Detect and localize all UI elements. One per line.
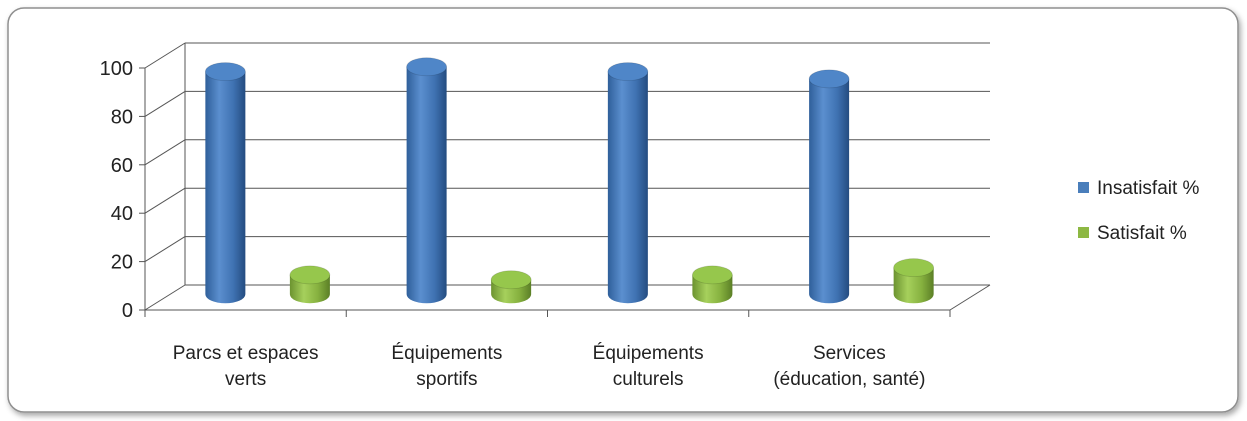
gridline-side — [144, 187, 186, 214]
bar — [691, 265, 733, 304]
legend-label: Insatisfait % — [1097, 178, 1200, 199]
y-tick-label: 100 — [100, 58, 133, 80]
bar-body — [406, 66, 447, 304]
gridline-side — [144, 90, 186, 117]
legend-label: Satisfait % — [1097, 223, 1187, 244]
bar-top — [893, 258, 935, 278]
bar — [607, 62, 649, 304]
gridline-side — [144, 284, 186, 311]
y-tick-label: 60 — [111, 155, 133, 177]
bar-top — [607, 62, 649, 82]
bar — [893, 258, 935, 304]
bar-top — [406, 57, 448, 77]
bar-body — [205, 71, 246, 304]
gridline-side — [144, 139, 186, 166]
plot-bars — [204, 57, 935, 304]
y-tick-label: 0 — [122, 300, 133, 322]
bar-top — [289, 265, 331, 285]
y-tick-label: 20 — [111, 252, 133, 274]
bar-body — [809, 78, 850, 304]
bar-top — [490, 270, 532, 290]
legend: Insatisfait % Satisfait % — [1078, 178, 1200, 244]
y-tick-label: 80 — [111, 106, 133, 128]
bar — [406, 57, 448, 304]
legend-swatch — [1078, 227, 1089, 238]
bar — [289, 265, 331, 304]
bar-top — [691, 265, 733, 285]
y-tick-label: 40 — [111, 203, 133, 225]
bar — [490, 270, 532, 304]
bar-body — [607, 71, 648, 304]
bar — [204, 62, 246, 304]
gridline-side — [144, 42, 186, 69]
gridline-side — [144, 236, 186, 263]
legend-swatch — [1078, 182, 1089, 193]
x-tick-label: Services (éducation, santé) — [773, 343, 925, 390]
bar — [808, 69, 850, 304]
x-tick-label: Parcs et espaces verts — [173, 343, 319, 390]
bar-body — [893, 267, 934, 304]
plot-axes — [139, 42, 991, 317]
floor-right-edge — [949, 284, 991, 311]
axis-labels: 0 20 40 60 80 100 Parcs et espaces verts Équipem… — [100, 58, 926, 390]
x-tick-label: Équipements sportifs — [391, 343, 502, 390]
x-tick-label: Équipements culturels — [593, 343, 704, 390]
bar-top — [808, 69, 850, 89]
bar-top — [204, 62, 246, 82]
